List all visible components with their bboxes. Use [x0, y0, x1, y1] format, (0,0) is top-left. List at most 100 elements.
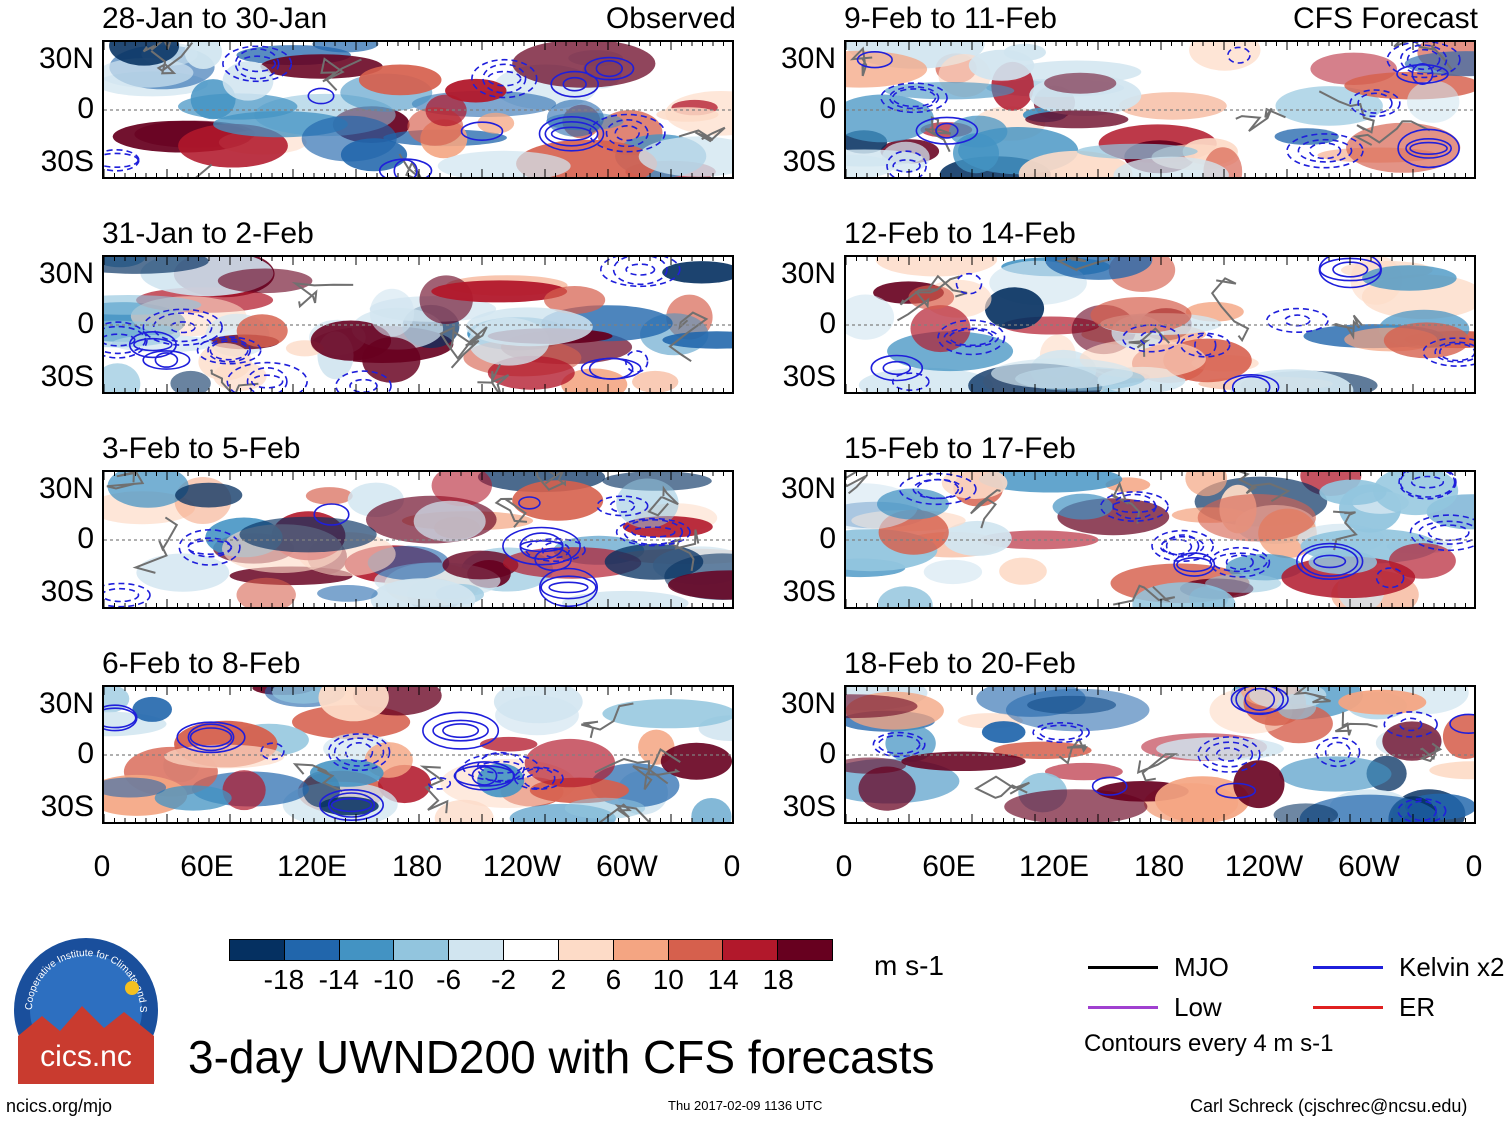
coastline — [924, 116, 952, 153]
anomaly-shading — [562, 590, 689, 607]
kelvin-contour — [1173, 552, 1216, 577]
kelvin-contour — [104, 325, 147, 355]
kelvin-contour — [1215, 747, 1243, 762]
kelvin-contour — [519, 532, 564, 560]
y-tick-label: 30N — [38, 687, 94, 720]
kelvin-contour — [1176, 556, 1213, 573]
anomaly-shading — [480, 736, 538, 752]
kelvin-contour — [596, 495, 649, 517]
logo-text: cics.nc — [40, 1040, 132, 1073]
kelvin-contour — [238, 55, 277, 73]
colorbar-swatch — [393, 940, 449, 960]
anomaly-shading — [524, 738, 616, 788]
colorbar-label: 10 — [652, 964, 684, 995]
kelvin-contour — [1091, 776, 1128, 796]
anomaly-shading — [638, 136, 732, 177]
legend-kelvin-line — [1313, 966, 1383, 969]
kelvin-contour — [856, 51, 893, 69]
y-tick-label: 0 — [77, 737, 94, 770]
kelvin-contour — [1039, 724, 1084, 741]
colorbar — [229, 939, 833, 961]
anomaly-shading — [1205, 573, 1282, 593]
kelvin-contour — [1112, 493, 1157, 520]
legend-kelvin: Kelvin x2 — [1313, 952, 1505, 983]
kelvin-contour — [442, 723, 480, 739]
legend-mjo-label: MJO — [1174, 952, 1229, 982]
y-tick-label: 30S — [782, 145, 836, 178]
y-tick-label: 30S — [40, 575, 94, 608]
kelvin-contour — [898, 472, 977, 506]
kelvin-contour — [548, 581, 589, 594]
x-tick-label: 0 — [93, 850, 111, 883]
coastline — [846, 472, 868, 495]
kelvin-contour — [1204, 741, 1254, 768]
kelvin-contour — [349, 378, 378, 392]
panel-heatmap — [104, 687, 732, 822]
kelvin-contour — [614, 124, 640, 142]
anomaly-shading — [184, 42, 222, 69]
colorbar-swatch — [283, 940, 339, 960]
panel-heatmap — [846, 687, 1474, 822]
panel-title: 18-Feb to 20-Feb — [844, 647, 1076, 680]
y-tick-label: 30N — [38, 472, 94, 505]
kelvin-contour — [333, 737, 385, 767]
footer-timestamp: Thu 2017-02-09 1136 UTC — [668, 1098, 823, 1113]
anomaly-shading — [104, 777, 167, 798]
colorbar-swatch — [777, 940, 832, 960]
panel-title: 15-Feb to 17-Feb — [844, 432, 1076, 465]
kelvin-contour — [460, 121, 504, 141]
colorbar-swatch — [338, 940, 394, 960]
anomaly-shading — [358, 64, 442, 96]
coastline — [1418, 742, 1443, 763]
kelvin-contour — [1165, 534, 1200, 558]
kelvin-contour — [1215, 782, 1257, 799]
y-tick-label: 30S — [782, 575, 836, 608]
kelvin-contour — [142, 308, 223, 346]
colorbar-units: m s-1 — [874, 950, 944, 981]
anomaly-shading — [1045, 257, 1153, 280]
anomaly-shading — [1388, 543, 1456, 579]
x-tick-label: 0 — [835, 850, 853, 883]
anomaly-shading — [136, 553, 230, 592]
anomaly-shading — [604, 543, 704, 580]
colorbar-swatch — [557, 940, 613, 960]
kelvin-contour — [1405, 138, 1453, 159]
anomaly-shading — [512, 480, 604, 521]
anomaly-shading — [493, 687, 583, 724]
coastline — [1058, 737, 1088, 765]
kelvin-contour — [886, 150, 927, 177]
colorbar-swatch — [230, 940, 284, 960]
anomaly-shading — [434, 799, 494, 822]
kelvin-contour — [912, 478, 964, 500]
map-panel — [844, 685, 1476, 824]
anomaly-shading — [1025, 110, 1129, 129]
anomaly-shading — [1383, 322, 1470, 359]
anomaly-shading — [968, 49, 1035, 81]
kelvin-contour — [891, 372, 930, 391]
kelvin-contour — [1383, 711, 1438, 738]
anomaly-shading — [999, 557, 1047, 585]
anomaly-shading — [978, 472, 1123, 493]
kelvin-contour — [540, 575, 597, 600]
coastline — [477, 363, 510, 392]
colorbar-label: 2 — [550, 964, 567, 995]
anomaly-shading — [431, 280, 568, 303]
kelvin-contour — [595, 59, 623, 78]
legend-mjo-line — [1088, 966, 1158, 969]
kelvin-contour — [1375, 567, 1405, 589]
legend-low: Low — [1088, 992, 1222, 1023]
coastline — [419, 765, 449, 814]
colorbar-label: -2 — [491, 964, 516, 995]
anomaly-shading — [846, 294, 895, 340]
anomaly-shading — [217, 268, 313, 294]
kelvin-contour — [330, 797, 373, 813]
legend-er-line — [1313, 1006, 1383, 1009]
kelvin-contour — [133, 337, 173, 352]
colorbar-label: 18 — [762, 964, 794, 995]
kelvin-contour — [1244, 687, 1276, 711]
coastline — [1110, 481, 1141, 524]
colorbar-label: 14 — [707, 964, 739, 995]
kelvin-contour — [1411, 62, 1434, 85]
kelvin-contour — [128, 330, 177, 359]
kelvin-contour — [880, 82, 948, 114]
